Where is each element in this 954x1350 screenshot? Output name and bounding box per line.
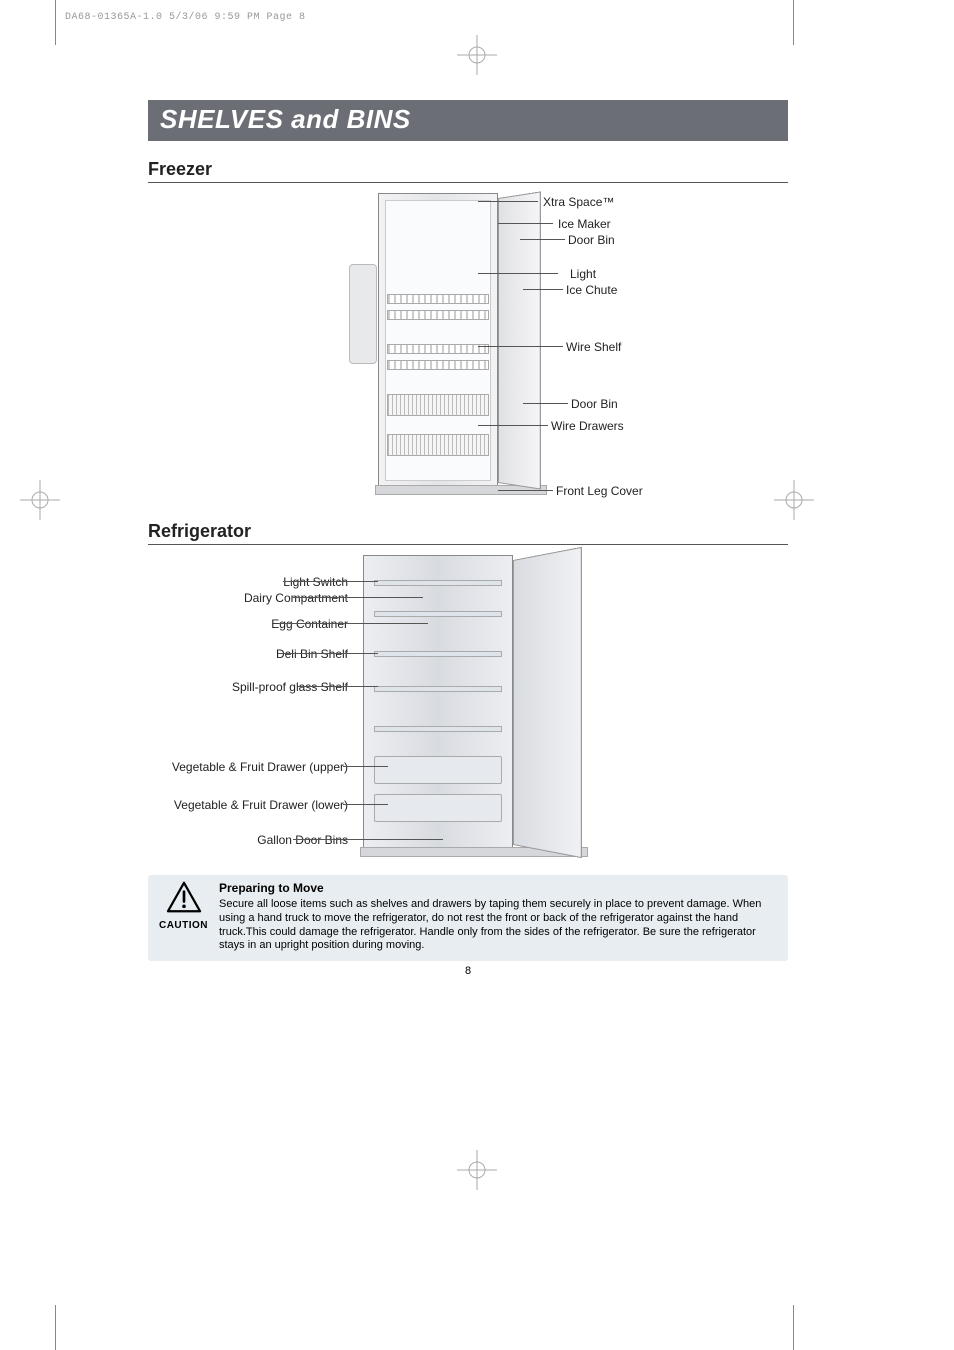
leader-line [498,490,553,491]
leader-line [293,597,423,598]
label-door-bin-top: Door Bin [568,233,615,247]
refrigerator-diagram: Light Switch Dairy Compartment Egg Conta… [148,555,788,865]
freezer-diagram: Xtra Space™ Ice Maker Door Bin Light Ice… [148,193,788,503]
crop-mark [55,1305,56,1350]
caution-title: Preparing to Move [219,881,780,896]
leader-line [478,201,538,202]
leader-line [278,623,428,624]
leader-line [478,346,563,347]
refrigerator-body [363,555,513,850]
caution-icon-column: CAUTION [156,881,211,953]
label-dairy-compartment: Dairy Compartment [244,591,348,605]
refrigerator-shelf [374,686,502,692]
leader-line [478,273,558,274]
freezer-dispenser [349,264,377,364]
label-gallon-door-bins: Gallon Door Bins [257,833,348,847]
label-door-bin-bottom: Door Bin [571,397,618,411]
freezer-drawer [387,394,489,416]
freezer-shelf [387,294,489,304]
freezer-shelf [387,344,489,354]
label-light: Light [570,267,596,281]
caution-box: CAUTION Preparing to Move Secure all loo… [148,875,788,961]
registration-mark-icon [457,1150,497,1190]
leader-line [343,766,388,767]
freezer-drawer [387,434,489,456]
refrigerator-drawer [374,756,502,784]
refrigerator-shelf [374,651,502,657]
label-front-leg-cover: Front Leg Cover [556,484,643,498]
leader-line [478,425,548,426]
refrigerator-door [513,547,582,858]
caution-icon [166,881,202,913]
label-egg-container: Egg Container [271,617,348,631]
page-title: SHELVES and BINS [148,100,788,141]
label-light-switch: Light Switch [283,575,348,589]
section-heading-freezer: Freezer [148,159,788,183]
refrigerator-shelf [374,580,502,586]
label-wire-shelf: Wire Shelf [566,340,621,354]
freezer-shelf [387,360,489,370]
label-veg-fruit-upper: Vegetable & Fruit Drawer (upper) [172,760,348,774]
refrigerator-shelf [374,726,502,732]
refrigerator-drawer [374,794,502,822]
leader-line [298,686,378,687]
label-ice-chute: Ice Chute [566,283,617,297]
crop-mark [793,1305,794,1350]
crop-mark [793,0,794,45]
label-ice-maker: Ice Maker [558,217,611,231]
label-deli-bin-shelf: Deli Bin Shelf [276,647,348,661]
caution-label: CAUTION [156,920,211,931]
freezer-body [378,193,498,488]
leader-line [498,223,553,224]
page-number: 8 [148,965,788,977]
page-content: SHELVES and BINS Freezer Xtra Space™ Ice… [148,100,788,977]
freezer-shelf [387,310,489,320]
leader-line [278,653,378,654]
leader-line [523,289,563,290]
label-veg-fruit-lower: Vegetable & Fruit Drawer (lower) [174,798,348,812]
label-spill-proof-shelf: Spill-proof glass Shelf [232,680,348,694]
leader-line [523,403,568,404]
label-xtra-space: Xtra Space™ [543,195,614,209]
freezer-door [498,191,541,489]
label-wire-drawers: Wire Drawers [551,419,624,433]
section-heading-refrigerator: Refrigerator [148,521,788,545]
leader-line [293,839,443,840]
caution-body: Secure all loose items such as shelves a… [219,898,780,953]
caution-text: Preparing to Move Secure all loose items… [219,881,780,953]
leader-line [520,239,565,240]
print-header: DA68-01365A-1.0 5/3/06 9:59 PM Page 8 [65,12,306,23]
registration-mark-icon [20,480,60,520]
leader-line [283,581,378,582]
crop-mark [55,0,56,45]
leader-line [343,804,388,805]
refrigerator-shelf [374,611,502,617]
registration-mark-icon [457,35,497,75]
